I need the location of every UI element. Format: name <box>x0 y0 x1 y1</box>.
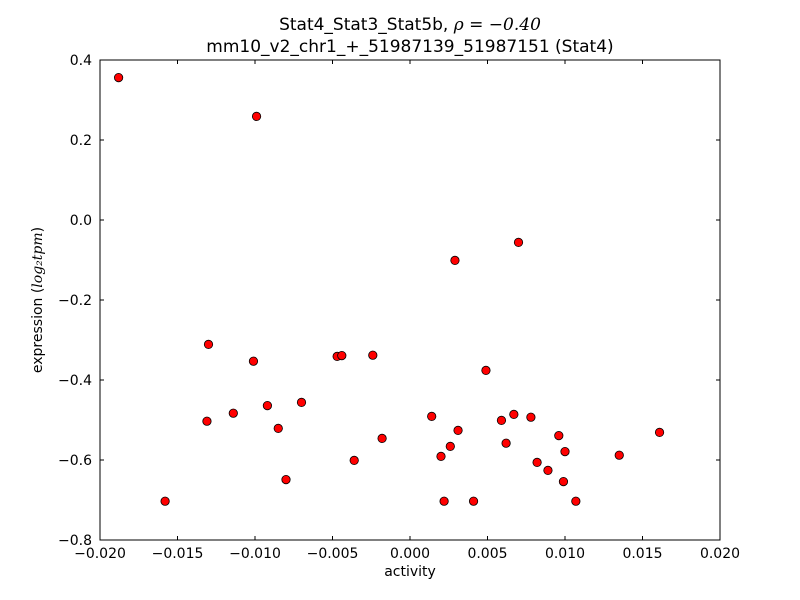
x-tick-label: 0.005 <box>467 546 507 562</box>
data-point <box>501 438 511 448</box>
data-point <box>337 350 347 361</box>
data-point <box>526 412 536 422</box>
data-point <box>509 409 519 419</box>
data-point <box>377 433 387 443</box>
x-axis-label: activity <box>384 564 436 580</box>
x-tick-label: 0.000 <box>390 546 430 562</box>
data-point <box>543 465 553 475</box>
data-point <box>496 415 507 425</box>
data-point <box>614 450 624 460</box>
data-point <box>281 474 291 485</box>
y-axis-label-suffix: ) <box>30 227 46 232</box>
data-point <box>436 451 446 461</box>
y-tick-label: −0.6 <box>58 453 92 469</box>
y-axis-label-prefix: expression ( <box>30 288 46 373</box>
y-tick-label: 0.2 <box>70 133 92 149</box>
x-tick-label: 0.010 <box>545 546 585 562</box>
data-point <box>481 365 491 375</box>
y-axis-label: expression (log₂tpm) <box>30 227 46 373</box>
data-point <box>114 73 124 83</box>
chart-title-line1: Stat4_Stat3_Stat5b, ρ = −0.40 <box>279 15 541 35</box>
plot-area: −0.020 −0.015 −0.010 −0.005 0.000 0.005 0.010 0… <box>58 53 740 562</box>
y-tick-label: 0.4 <box>70 53 92 69</box>
data-point <box>468 496 479 506</box>
plot-frame <box>99 59 721 541</box>
y-tick-label: 0.0 <box>70 213 92 229</box>
data-point <box>262 400 272 411</box>
data-point <box>513 237 524 247</box>
data-point <box>296 397 307 407</box>
y-tick-label: −0.2 <box>58 293 92 309</box>
y-tick-label: −0.8 <box>58 533 92 549</box>
data-point <box>558 476 569 487</box>
data-point <box>368 350 378 360</box>
x-tick-label: −0.020 <box>74 546 126 562</box>
data-point <box>248 356 259 366</box>
x-tick-label: −0.005 <box>307 546 359 562</box>
x-tick-label: −0.015 <box>152 546 204 562</box>
data-point <box>450 255 460 265</box>
y-axis-label-math: log₂tpm <box>30 232 46 287</box>
data-point <box>445 441 455 451</box>
data-point <box>203 339 214 349</box>
data-point <box>427 411 437 421</box>
x-tick-label: −0.010 <box>229 546 281 562</box>
data-point <box>560 446 570 457</box>
data-point <box>273 423 283 433</box>
x-tick-label: 0.015 <box>622 546 662 562</box>
data-point <box>160 496 170 506</box>
chart-title-line2: mm10_v2_chr1_+_51987139_51987151 (Stat4) <box>206 37 613 57</box>
data-point <box>532 457 542 467</box>
data-point <box>554 430 564 441</box>
data-point <box>251 111 262 122</box>
data-point <box>453 425 463 435</box>
data-point <box>439 496 449 506</box>
chart-title-name: Stat4_Stat3_Stat5b, <box>279 15 454 35</box>
y-tick-label: −0.4 <box>58 373 92 389</box>
data-point <box>228 408 238 418</box>
chart-title-rho: ρ = −0.40 <box>453 15 541 35</box>
data-point <box>202 416 212 426</box>
data-point <box>654 427 665 437</box>
data-point <box>349 455 359 465</box>
data-point <box>571 496 581 506</box>
x-tick-label: 0.020 <box>700 546 740 562</box>
